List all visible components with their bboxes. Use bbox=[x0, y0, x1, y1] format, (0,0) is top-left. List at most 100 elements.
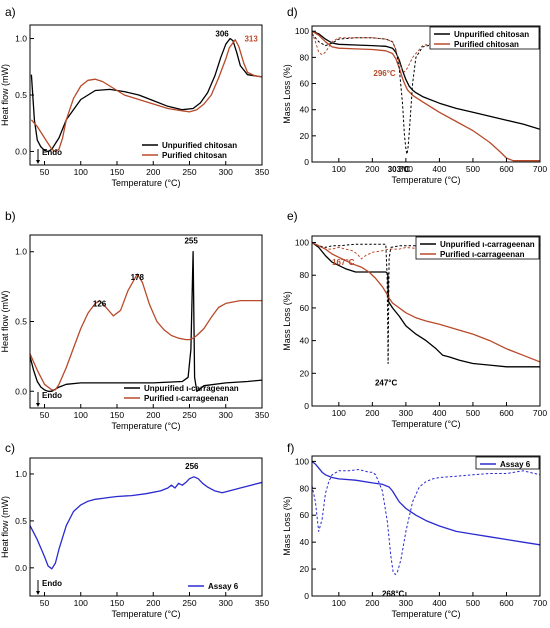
series-line-b-0 bbox=[30, 251, 262, 392]
x-axis-label-c: Temperature (°C) bbox=[111, 609, 180, 619]
peak-annotation-f: 268°C bbox=[382, 589, 405, 598]
legend-label-d: Unpurified chitosan bbox=[454, 30, 529, 39]
series-line-d-2 bbox=[312, 33, 540, 155]
x-tick-label-a: 300 bbox=[219, 167, 233, 177]
y-tick-label-e: 60 bbox=[300, 303, 310, 313]
x-tick-label-f: 600 bbox=[499, 598, 513, 608]
endo-label-b: Endo bbox=[42, 391, 62, 400]
x-tick-label-d: 500 bbox=[466, 164, 480, 174]
x-tick-label-a: 50 bbox=[40, 167, 50, 177]
plot-frame-d bbox=[311, 25, 541, 163]
y-tick-label-b: 0.5 bbox=[15, 317, 27, 327]
legend-c: Assay 6 bbox=[188, 582, 239, 591]
y-axis-label-e: Mass Loss (%) bbox=[282, 291, 292, 351]
x-tick-label-c: 150 bbox=[110, 598, 124, 608]
legend-label-c: Assay 6 bbox=[208, 582, 239, 591]
y-tick-label-f: 0 bbox=[304, 591, 309, 601]
endo-label-a: Endo bbox=[42, 148, 62, 157]
series-line-d-1 bbox=[312, 30, 540, 162]
x-tick-label-a: 250 bbox=[182, 167, 196, 177]
legend-label-e: Purified ι-carrageenan bbox=[440, 250, 525, 259]
panel-d: d) 100 200 300 400 500 600 700 0 20 40 60 80 100 Tempe… bbox=[282, 5, 547, 185]
panel-label-a: a) bbox=[5, 5, 16, 19]
panel-b: b) 50 100 150 200 250 300 350 0.0 0.5 1.0 Temperatu… bbox=[0, 209, 269, 431]
x-tick-label-f: 500 bbox=[466, 598, 480, 608]
x-tick-label-c: 350 bbox=[255, 598, 269, 608]
x-tick-label-f: 400 bbox=[432, 598, 446, 608]
y-tick-label-d: 100 bbox=[295, 26, 309, 36]
plot-frame-f bbox=[311, 455, 541, 597]
panel-e: e) 100 200 300 400 500 600 700 0 20 40 60 80 100 Tempe… bbox=[282, 209, 547, 429]
x-tick-label-f: 200 bbox=[365, 598, 379, 608]
x-tick-label-b: 100 bbox=[74, 410, 88, 420]
panel-f: f)100 200 300 400 500 600 700020406080100Tempe… bbox=[282, 441, 547, 619]
peak-annotation-b: 178 bbox=[131, 273, 145, 282]
x-axis-label-f: Temperature (°C) bbox=[391, 609, 460, 619]
plot-frame-e bbox=[311, 235, 541, 407]
y-tick-label-e: 100 bbox=[295, 238, 309, 248]
x-tick-label-d: 700 bbox=[533, 164, 547, 174]
series-line-e-0 bbox=[312, 241, 540, 368]
y-tick-label-a: 0.5 bbox=[15, 90, 27, 100]
x-tick-label-d: 100 bbox=[332, 164, 346, 174]
legend-f: Assay 6 bbox=[475, 456, 540, 470]
y-tick-label-d: 20 bbox=[300, 131, 310, 141]
panel-label-c: c) bbox=[5, 441, 15, 455]
x-tick-label-d: 400 bbox=[432, 164, 446, 174]
peak-annotation-d: 303°C bbox=[388, 165, 411, 174]
x-tick-label-e: 700 bbox=[533, 408, 547, 418]
panel-label-b: b) bbox=[5, 209, 16, 223]
x-tick-label-e: 100 bbox=[332, 408, 346, 418]
x-axis-label-d: Temperature (°C) bbox=[391, 175, 460, 185]
panel-label-e: e) bbox=[287, 209, 298, 223]
y-axis-label-c: Heat flow (mW) bbox=[0, 496, 10, 558]
panel-label-f: f) bbox=[287, 441, 294, 455]
x-tick-label-d: 600 bbox=[499, 164, 513, 174]
peak-annotation-b: 126 bbox=[93, 300, 107, 309]
y-tick-label-f: 60 bbox=[300, 510, 310, 520]
y-tick-label-c: 0.0 bbox=[15, 563, 27, 573]
y-tick-label-d: 40 bbox=[300, 105, 310, 115]
peak-annotation-c: 256 bbox=[185, 462, 199, 471]
endo-label-c: Endo bbox=[42, 579, 62, 588]
legend-label-b: Unpurified ι-carrageenan bbox=[144, 384, 239, 393]
y-axis-label-f: Mass Loss (%) bbox=[282, 496, 292, 556]
legend-label-d: Purified chitosan bbox=[454, 40, 519, 49]
x-tick-label-f: 300 bbox=[399, 598, 413, 608]
y-axis-label-b: Heat flow (mW) bbox=[0, 290, 10, 352]
peak-annotation-e: 247°C bbox=[375, 379, 398, 388]
x-tick-label-c: 200 bbox=[146, 598, 160, 608]
endo-arrowhead-a bbox=[36, 160, 40, 164]
y-tick-label-a: 0.0 bbox=[15, 146, 27, 156]
plot-frame-b bbox=[29, 234, 263, 409]
x-tick-label-f: 700 bbox=[533, 598, 547, 608]
legend-label-b: Purified ι-carrageenan bbox=[144, 394, 229, 403]
series-line-b-1 bbox=[30, 273, 262, 391]
x-tick-label-b: 200 bbox=[146, 410, 160, 420]
y-tick-label-b: 1.0 bbox=[15, 247, 27, 257]
y-tick-label-e: 0 bbox=[304, 401, 309, 411]
x-axis-label-e: Temperature (°C) bbox=[391, 419, 460, 429]
series-line-d-3 bbox=[312, 30, 540, 73]
y-tick-label-a: 1.0 bbox=[15, 34, 27, 44]
x-tick-label-a: 350 bbox=[255, 167, 269, 177]
panel-label-d: d) bbox=[287, 5, 298, 19]
endo-arrowhead-b bbox=[36, 403, 40, 407]
y-tick-label-f: 20 bbox=[300, 564, 310, 574]
y-tick-label-f: 40 bbox=[300, 537, 310, 547]
x-tick-label-c: 300 bbox=[219, 598, 233, 608]
y-tick-label-d: 60 bbox=[300, 79, 310, 89]
y-tick-label-e: 80 bbox=[300, 270, 310, 280]
panel-c: c) 50 100 150 200 250 300 350 0.0 0.5 1.0 Temperatu… bbox=[0, 441, 269, 619]
x-tick-label-e: 400 bbox=[432, 408, 446, 418]
legend-label-a: Purified chitosan bbox=[162, 151, 227, 160]
y-axis-label-d: Mass Loss (%) bbox=[282, 64, 292, 124]
x-tick-label-b: 150 bbox=[110, 410, 124, 420]
x-tick-label-e: 500 bbox=[466, 408, 480, 418]
y-tick-label-d: 80 bbox=[300, 52, 310, 62]
series-line-f-0 bbox=[312, 460, 540, 546]
